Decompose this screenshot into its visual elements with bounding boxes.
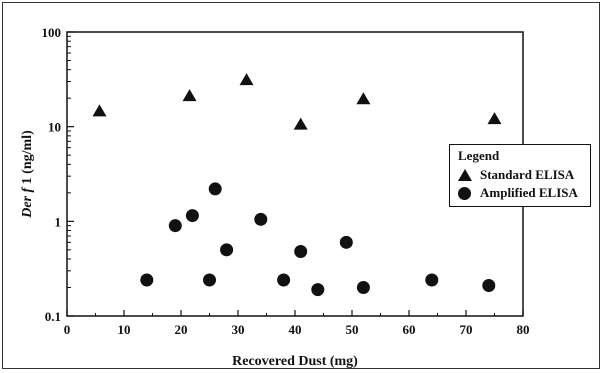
legend-item-standard: Standard ELISA (456, 167, 574, 183)
standard-elisa-point (182, 89, 197, 102)
x-tick-label: 30 (232, 322, 245, 337)
data-points (92, 73, 502, 297)
standard-elisa-point (356, 92, 371, 105)
x-tick-label: 80 (517, 322, 530, 337)
x-tick-label: 50 (346, 322, 359, 337)
circle-marker-icon (456, 186, 474, 200)
legend-label-standard: Standard ELISA (480, 167, 575, 182)
triangle-marker-icon (456, 168, 474, 182)
amplified-elisa-point (220, 243, 234, 257)
standard-elisa-point (293, 117, 308, 130)
legend-item-amplified: Amplified ELISA (456, 185, 578, 201)
x-axis: 0 10 20 30 40 50 60 70 80 (64, 310, 530, 337)
amplified-elisa-point (168, 219, 182, 233)
amplified-elisa-point (277, 273, 291, 287)
amplified-elisa-point (203, 273, 216, 287)
x-tick-label: 70 (460, 322, 473, 337)
amplified-elisa-point (208, 182, 222, 196)
y-axis-title-italic: Der f (20, 186, 35, 218)
figure-frame (2, 2, 600, 369)
x-axis-title: Recovered Dust (mg) (232, 354, 358, 369)
y-tick-label: 100 (42, 25, 62, 40)
y-axis: 0.1 1 10 100 (42, 25, 74, 324)
y-axis-title-rest: 1 (ng/ml) (20, 130, 35, 188)
y-tick-label: 0.1 (45, 309, 61, 324)
x-tick-label: 10 (118, 322, 131, 337)
standard-elisa-point (92, 104, 107, 117)
x-tick-label: 40 (289, 322, 302, 337)
standard-elisa-point (239, 73, 254, 86)
x-tick-label: 20 (175, 322, 188, 337)
amplified-elisa-point (140, 273, 154, 287)
y-tick-label: 10 (48, 120, 61, 135)
amplified-elisa-point (339, 235, 353, 249)
amplified-elisa-point (482, 278, 496, 292)
amplified-elisa-point (356, 281, 370, 295)
x-tick-label: 60 (403, 322, 416, 337)
amplified-elisa-point (254, 212, 268, 226)
y-axis-title: Der f 1 (ng/ml) (20, 130, 35, 219)
legend-label-amplified: Amplified ELISA (480, 185, 578, 200)
legend-title: Legend (458, 148, 500, 163)
amplified-elisa-point (311, 283, 325, 297)
amplified-elisa-point (294, 245, 308, 259)
amplified-elisa-point (185, 209, 199, 223)
y-tick-label: 1 (55, 214, 62, 229)
x-tick-label: 0 (64, 322, 71, 337)
legend: Legend Standard ELISA Amplified ELISA (449, 144, 591, 207)
standard-elisa-point (487, 112, 502, 125)
amplified-elisa-point (425, 273, 439, 287)
